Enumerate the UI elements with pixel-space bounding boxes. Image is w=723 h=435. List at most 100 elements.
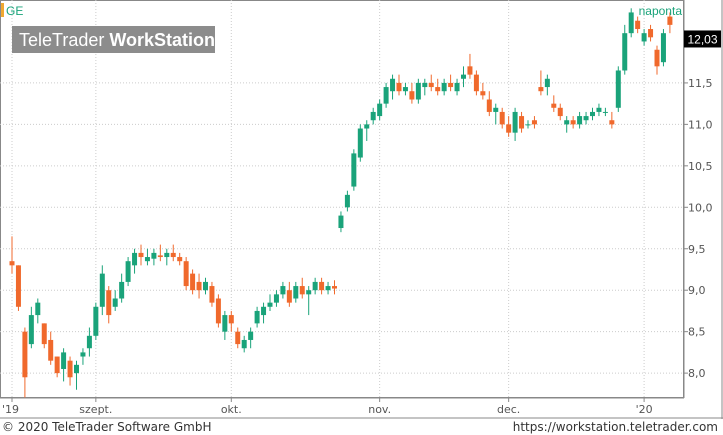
candle-body: [164, 252, 170, 258]
gridlines: [0, 0, 684, 398]
candle-body: [203, 281, 208, 291]
plot-area: [0, 0, 684, 398]
candle: [41, 323, 47, 349]
candle: [660, 29, 666, 67]
candle-body: [506, 124, 512, 133]
candle: [54, 356, 60, 378]
x-tick-label: '20: [636, 403, 653, 416]
candle-body: [196, 281, 202, 291]
candle: [86, 327, 92, 357]
candle: [402, 82, 408, 96]
candle-body: [428, 82, 434, 88]
candle: [538, 70, 544, 96]
interval-label[interactable]: naponta: [639, 4, 683, 18]
x-tick-label: szept.: [79, 403, 112, 416]
candle-body: [93, 306, 99, 336]
candle-body: [628, 12, 634, 34]
footer-url-link[interactable]: https://workstation.teletrader.com: [512, 420, 718, 434]
candle: [106, 286, 112, 324]
x-tick-label: '19: [2, 403, 19, 416]
candle: [512, 107, 518, 141]
candle: [248, 327, 254, 349]
candle-body: [577, 116, 583, 125]
candle-body: [570, 120, 576, 125]
candle-body: [67, 360, 73, 378]
candle-body: [286, 290, 292, 303]
candle: [461, 66, 466, 88]
candle-body: [332, 286, 337, 289]
candle: [654, 45, 660, 75]
candle: [9, 236, 15, 274]
candle-body: [80, 352, 86, 357]
candle: [74, 360, 79, 390]
candle: [215, 294, 221, 328]
candle-body: [273, 294, 279, 303]
candle-body: [622, 33, 628, 71]
candle: [383, 82, 389, 108]
candle: [144, 248, 150, 266]
candle-body: [667, 16, 673, 25]
candle-body: [99, 273, 105, 307]
candle-body: [396, 82, 402, 92]
candle: [454, 78, 460, 96]
candle: [48, 331, 54, 365]
candle-body: [254, 310, 260, 324]
candle: [241, 335, 247, 353]
candle: [15, 265, 21, 311]
candle: [267, 294, 273, 311]
candle-body: [190, 273, 196, 291]
candle: [28, 306, 34, 349]
candle-body: [312, 281, 318, 291]
y-tick-label: 8,5: [688, 326, 706, 339]
candle: [138, 244, 144, 266]
stock-chart: 8,0 8,5 9,0 9,5 10,0 10,5 11,0 11,5 '19 szept. ok…: [0, 0, 723, 419]
candle: [667, 12, 673, 34]
candle: [209, 281, 215, 307]
candle-body: [306, 290, 312, 295]
candle: [467, 53, 473, 79]
x-tick-label: nov.: [368, 403, 391, 416]
candle-body: [215, 298, 221, 324]
candle-body: [344, 194, 350, 208]
candle-body: [493, 107, 499, 112]
candle: [222, 310, 228, 340]
candle-body: [609, 120, 615, 125]
candle: [628, 8, 634, 38]
candle: [635, 16, 641, 34]
candle: [390, 74, 396, 100]
candle-body: [402, 87, 408, 92]
candle: [35, 298, 41, 324]
candle-body: [525, 124, 531, 126]
watermark-bold: WorkStation: [109, 30, 215, 50]
candle: [583, 111, 589, 125]
last-price-badge: 12,03: [684, 30, 721, 48]
candle-body: [241, 339, 247, 349]
y-tick-label: 10,5: [688, 160, 713, 173]
candle: [125, 257, 131, 287]
symbol-label: GE: [6, 4, 23, 18]
candle: [280, 281, 286, 299]
symbol-marker: [1, 3, 4, 17]
candle-body: [41, 323, 47, 345]
candle-body: [228, 315, 234, 324]
candle: [428, 74, 434, 92]
candle-body: [248, 331, 254, 340]
candle: [415, 78, 421, 104]
candle-body: [415, 82, 421, 100]
candle-body: [590, 111, 595, 117]
candle-body: [299, 286, 305, 295]
candle-body: [602, 111, 608, 113]
candle: [531, 116, 537, 129]
x-axis: '19 szept. okt. nov. dec. '20: [2, 398, 653, 416]
candle-body: [119, 281, 125, 299]
candle: [22, 327, 28, 398]
candle-body: [338, 215, 344, 229]
candle: [370, 107, 376, 125]
candle: [486, 91, 492, 117]
candle-body: [370, 111, 376, 121]
candle-body: [480, 91, 486, 96]
candle-body: [551, 103, 557, 108]
candle: [525, 120, 531, 129]
candle: [622, 24, 628, 75]
watermark-box: [12, 26, 215, 53]
